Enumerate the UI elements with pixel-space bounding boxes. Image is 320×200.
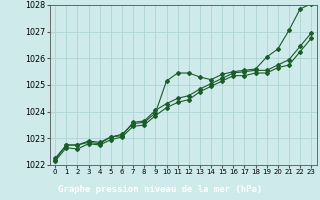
Text: Graphe pression niveau de la mer (hPa): Graphe pression niveau de la mer (hPa) (58, 186, 262, 194)
